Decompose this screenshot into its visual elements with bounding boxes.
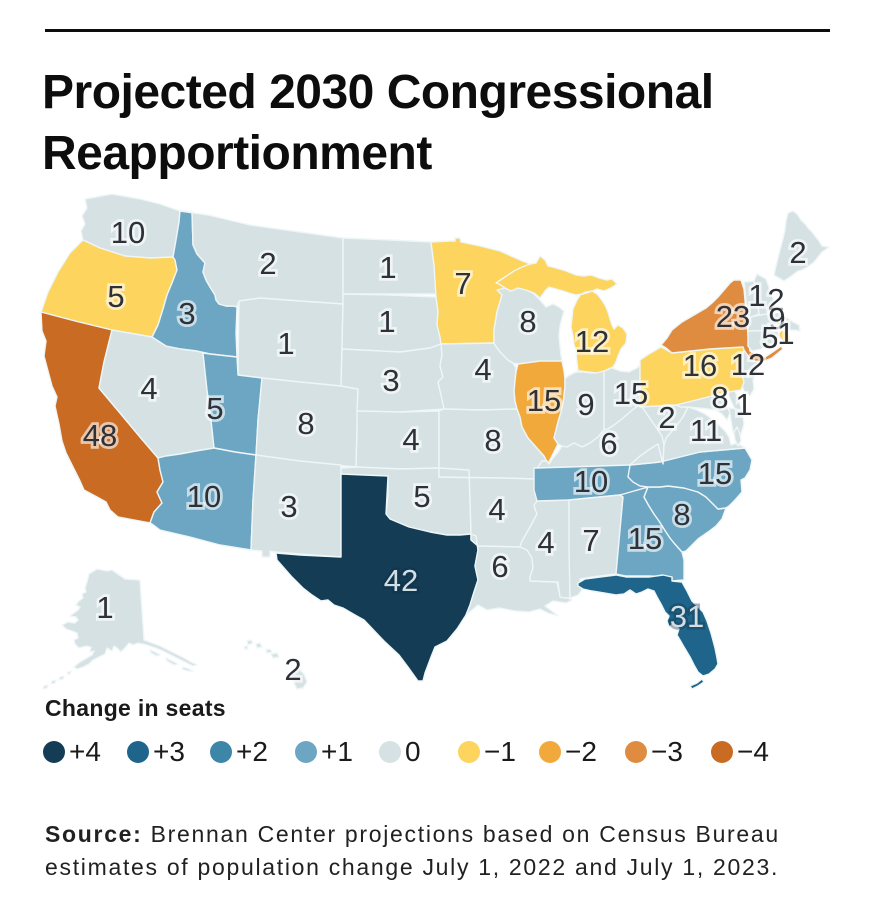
svg-text:7: 7	[454, 266, 471, 301]
svg-text:5: 5	[107, 279, 124, 314]
svg-text:15: 15	[628, 521, 662, 556]
svg-text:2: 2	[767, 282, 784, 317]
svg-text:4: 4	[474, 352, 491, 387]
svg-text:15: 15	[614, 376, 648, 411]
svg-text:−1: −1	[484, 736, 516, 767]
svg-text:4: 4	[537, 525, 554, 560]
svg-text:9: 9	[768, 301, 785, 336]
svg-text:1: 1	[735, 387, 752, 422]
svg-text:+4: +4	[69, 736, 101, 767]
svg-text:−4: −4	[737, 736, 769, 767]
svg-text:8: 8	[519, 304, 536, 339]
svg-text:10: 10	[111, 215, 145, 250]
svg-text:−2: −2	[565, 736, 597, 767]
svg-text:6: 6	[600, 426, 617, 461]
svg-text:1: 1	[748, 278, 765, 313]
svg-text:7: 7	[582, 523, 599, 558]
svg-text:1: 1	[379, 250, 396, 285]
svg-text:9: 9	[577, 387, 594, 422]
svg-text:10: 10	[574, 464, 608, 499]
svg-text:5: 5	[206, 391, 223, 426]
svg-text:1: 1	[378, 304, 395, 339]
svg-text:15: 15	[527, 383, 561, 418]
svg-text:15: 15	[698, 456, 732, 491]
svg-text:+1: +1	[321, 736, 353, 767]
svg-text:2: 2	[658, 400, 675, 435]
svg-text:4: 4	[402, 422, 419, 457]
svg-text:3: 3	[280, 489, 297, 524]
svg-text:1: 1	[96, 590, 113, 625]
svg-text:16: 16	[683, 348, 717, 383]
svg-text:8: 8	[297, 406, 314, 441]
svg-text:1: 1	[777, 316, 794, 351]
svg-text:6: 6	[491, 549, 508, 584]
svg-text:8: 8	[484, 423, 501, 458]
svg-text:−3: −3	[651, 736, 683, 767]
svg-text:10: 10	[187, 479, 221, 514]
svg-text:23: 23	[716, 299, 750, 334]
svg-text:3: 3	[178, 296, 195, 331]
svg-text:2: 2	[259, 246, 276, 281]
svg-text:42: 42	[384, 563, 418, 598]
svg-text:1: 1	[277, 326, 294, 361]
svg-text:4: 4	[488, 492, 505, 527]
svg-text:0: 0	[405, 736, 421, 767]
svg-text:48: 48	[83, 418, 117, 453]
svg-text:11: 11	[690, 413, 722, 448]
svg-text:31: 31	[670, 599, 704, 634]
svg-text:+3: +3	[153, 736, 185, 767]
svg-text:+2: +2	[236, 736, 268, 767]
svg-text:3: 3	[382, 363, 399, 398]
svg-text:5: 5	[413, 479, 430, 514]
svg-text:12: 12	[575, 324, 609, 359]
svg-text:4: 4	[140, 371, 157, 406]
svg-text:5: 5	[761, 320, 778, 355]
svg-text:8: 8	[673, 497, 690, 532]
svg-text:2: 2	[789, 235, 806, 270]
svg-text:12: 12	[731, 347, 765, 382]
svg-text:2: 2	[284, 652, 301, 687]
svg-text:8: 8	[711, 380, 728, 415]
